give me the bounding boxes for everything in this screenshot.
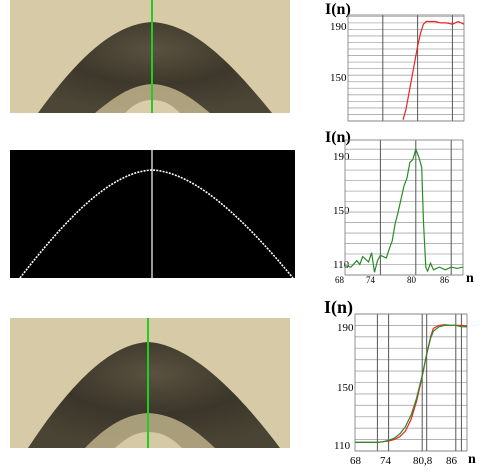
profile-line <box>151 0 153 113</box>
panel2-ytick-110: 110 <box>333 259 350 271</box>
series-line-1 <box>344 147 464 273</box>
profile-line <box>147 318 149 448</box>
plot-frame <box>354 313 468 452</box>
plot-frame <box>347 14 465 122</box>
panel1-ytick-150: 150 <box>330 72 347 84</box>
panel2-xtick-74: 74 <box>366 275 375 285</box>
chart-3 <box>354 313 468 452</box>
panel3-ytick-150: 150 <box>337 382 354 394</box>
series-line-2 <box>355 324 467 443</box>
panel2-ytick-190: 190 <box>333 151 350 163</box>
panel2-ylabel: I(n) <box>325 129 351 146</box>
panel3-xtick-86: 86 <box>446 455 457 467</box>
panel2-ytick-150: 150 <box>333 205 350 217</box>
edge-curve <box>19 150 294 278</box>
top-photo-image <box>10 0 290 113</box>
panel1-ytick-190: 190 <box>330 21 347 33</box>
series-line-1 <box>355 324 468 443</box>
panel3-xtick-74: 74 <box>380 455 391 467</box>
panel3-ytick-190: 190 <box>337 322 354 334</box>
edge-image <box>10 150 295 278</box>
plot-frame <box>344 139 464 276</box>
top-photo <box>10 0 290 113</box>
panel2-xlabel: n <box>466 271 474 286</box>
panel2-xtick-86: 86 <box>440 275 449 285</box>
panel2-xtick-80: 80 <box>407 275 416 285</box>
series-line-1 <box>402 20 465 120</box>
panel3-ylabel: I(n) <box>324 297 354 317</box>
chart-2 <box>344 139 464 276</box>
panel2-xtick-68: 68 <box>335 275 344 285</box>
panel1-ylabel: I(n) <box>325 1 351 18</box>
panel3-xlabel: n <box>468 452 476 467</box>
panel3-ytick-110: 110 <box>334 440 351 452</box>
panel3-xtick-80-8: 80,8 <box>413 455 433 467</box>
bottom-photo-image <box>10 318 290 448</box>
chart-1 <box>347 14 465 122</box>
panel3-xtick-68: 68 <box>350 455 361 467</box>
bottom-photo <box>10 318 290 448</box>
